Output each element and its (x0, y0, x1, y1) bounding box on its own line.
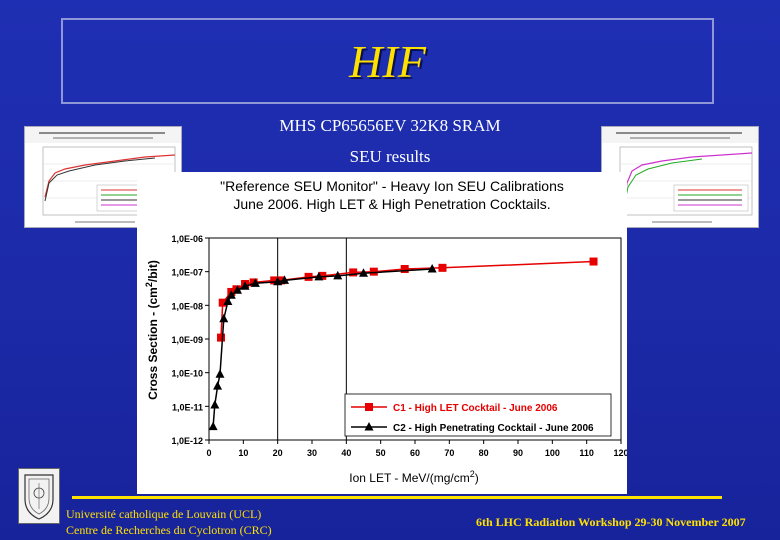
series-2-point (250, 278, 260, 287)
series-1-point (369, 267, 378, 276)
plot-area: 1,0E-12 1,0E-11 1,0E-10 1,0E-09 1,0E-08 1,0E-… (171, 234, 628, 458)
series-1-point (217, 333, 226, 342)
y-axis-label: Cross Section - (cm2/bit) (144, 260, 160, 400)
crest-graphic (24, 474, 54, 520)
legend-label-2: C2 - High Penetrating Cocktail - June 20… (393, 423, 594, 434)
chart-title-line-2: June 2006. High LET & High Penetration C… (233, 196, 550, 212)
x-tick-label: 10 (238, 448, 248, 458)
thumbnail-chart-right-graphic (602, 127, 758, 223)
chart-title-line-1: "Reference SEU Monitor" - Heavy Ion SEU … (220, 178, 564, 194)
series-2-point (427, 264, 437, 273)
slide-subtitle-results: SEU results (349, 147, 431, 166)
y-tick-label: 1,0E-07 (171, 268, 203, 278)
y-tick-label: 1,0E-06 (171, 234, 203, 244)
series-2-point (223, 296, 233, 305)
series-2-point (232, 285, 242, 294)
series-2-point (333, 270, 343, 280)
title-frame: HIF (61, 18, 714, 104)
footer-event: 6th LHC Radiation Workshop 29-30 Novembe… (476, 515, 746, 529)
series-2-point (359, 268, 368, 277)
series-2-point (314, 271, 324, 281)
thumbnail-chart-right (601, 126, 759, 228)
x-tick-label: 50 (376, 448, 386, 458)
series-1-point (318, 271, 327, 280)
footer-institution-line-1: Université catholique de Louvain (UCL) (66, 507, 262, 521)
y-tick-label: 1,0E-08 (171, 301, 203, 311)
series-2-point (226, 290, 236, 299)
main-chart: "Reference SEU Monitor" - Heavy Ion SEU … (137, 172, 629, 494)
series-2-point (280, 275, 290, 284)
x-tick-label: 120 (613, 448, 627, 458)
series-2-point (213, 381, 223, 390)
footer-institution-line-2: Centre de Recherches du Cyclotron (CRC) (66, 523, 272, 537)
series-1-point (304, 272, 313, 281)
legend-box (344, 393, 612, 437)
university-crest (18, 468, 60, 524)
y-tick-label: 1,0E-09 (171, 335, 203, 345)
slide-title: HIF (349, 35, 426, 87)
series-1-point (400, 265, 409, 274)
series-2-point (273, 276, 283, 286)
x-tick-label: 110 (579, 448, 594, 458)
series-1-point (270, 276, 279, 285)
x-axis-label: Ion LET - MeV/(mg/cm2) (349, 469, 479, 485)
legend-swatch-marker (365, 403, 373, 411)
footer-institution: Université catholique de Louvain (UCL) C… (66, 506, 272, 538)
footer-divider (72, 496, 722, 499)
series-2-point (215, 369, 225, 378)
series-1-point (218, 298, 227, 307)
series-2-point (240, 281, 250, 290)
x-tick-label: 60 (410, 448, 420, 458)
y-tick-label: 1,0E-12 (171, 436, 203, 446)
legend-label-1: C1 - High LET Cocktail - June 2006 (393, 403, 558, 414)
series-2-point (219, 313, 229, 323)
series-1-point (349, 268, 358, 277)
x-tick-label: 100 (545, 448, 560, 458)
series-2-point (208, 421, 218, 431)
series-2-point (210, 399, 220, 409)
x-tick-label: 20 (273, 448, 283, 458)
cross-section-chart: "Reference SEU Monitor" - Heavy Ion SEU … (144, 178, 629, 485)
x-tick-label: 40 (341, 448, 351, 458)
x-tick-label: 70 (444, 448, 454, 458)
y-tick-label: 1,0E-10 (171, 369, 203, 379)
series-1-point (438, 263, 447, 272)
x-tick-label: 30 (307, 448, 317, 458)
slide-subtitle-device: MHS CP65656EV 32K8 SRAM (279, 116, 501, 135)
legend-swatch-marker (364, 422, 374, 431)
x-tick-label: 80 (479, 448, 489, 458)
y-tick-label: 1,0E-11 (172, 402, 203, 412)
x-tick-label: 90 (513, 448, 523, 458)
series-1-point (589, 257, 598, 266)
x-tick-label: 0 (206, 448, 211, 458)
series-line-2 (212, 268, 433, 427)
